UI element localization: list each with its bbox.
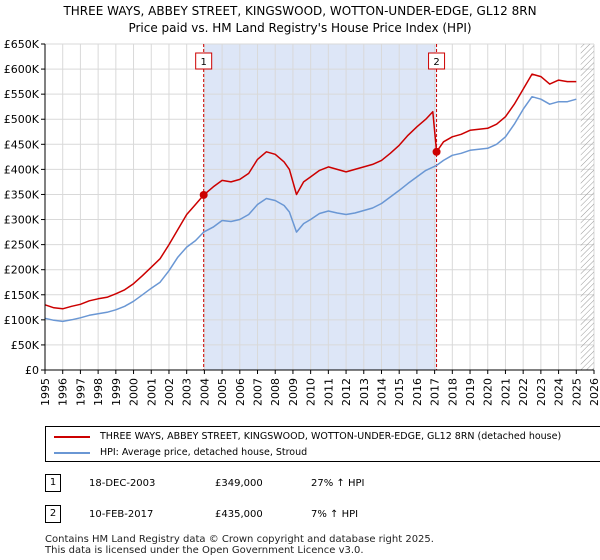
property-price-line (44, 73, 577, 310)
sale-marker-box (195, 52, 213, 70)
chart-subtitle: Price paid vs. HM Land Registry's House … (128, 21, 472, 35)
x-tick-label: 2011 (322, 378, 335, 406)
x-tick-label: 2005 (216, 378, 229, 406)
y-tick-label: £50K (11, 339, 40, 352)
sale-marker-label: 1 (200, 57, 206, 68)
y-tick-label: £250K (4, 239, 40, 252)
sale-point (199, 190, 208, 199)
shaded-period (203, 44, 437, 370)
transaction-badge: 1 (45, 474, 61, 492)
y-tick-label: £300K (4, 214, 40, 227)
x-tick-label: 1997 (74, 378, 87, 406)
x-tick-label: 1999 (110, 378, 123, 406)
x-tick-label: 2010 (305, 378, 318, 406)
legend-item-property: THREE WAYS, ABBEY STREET, KINGSWOOD, WOT… (54, 429, 561, 445)
x-tick-label: 2021 (499, 378, 512, 406)
y-tick-label: £0 (25, 364, 39, 377)
x-tick-label: 2022 (517, 378, 530, 406)
transaction-price: £435,000 (215, 509, 263, 520)
sale-marker-box (428, 52, 446, 70)
legend: THREE WAYS, ABBEY STREET, KINGSWOOD, WOT… (45, 426, 600, 462)
transaction-hpi: 27% ↑ HPI (311, 478, 365, 489)
footer-copyright: Contains HM Land Registry data © Crown c… (45, 534, 434, 545)
x-tick-label: 2018 (446, 378, 459, 406)
x-tick-label: 2013 (358, 378, 371, 406)
x-tick-label: 2008 (269, 378, 282, 406)
legend-item-hpi: HPI: Average price, detached house, Stro… (54, 445, 307, 461)
y-tick-label: £200K (4, 264, 40, 277)
y-tick-label: £600K (4, 63, 40, 76)
y-tick-label: £500K (4, 113, 40, 126)
x-tick-label: 1996 (57, 378, 70, 406)
y-tick-label: £400K (4, 163, 40, 176)
x-tick-label: 2020 (482, 378, 495, 406)
transaction-hpi: 7% ↑ HPI (311, 509, 359, 520)
legend-line-property (54, 436, 90, 438)
price-chart: 1 2 £0 £50K £100K £150K £200K £250K £300K £350K £… (4, 38, 600, 406)
y-tick-label: £100K (4, 314, 40, 327)
x-tick-label: 2004 (198, 378, 211, 406)
x-tick-label: 2001 (145, 378, 158, 406)
hpi-line (44, 95, 577, 323)
legend-label-property: THREE WAYS, ABBEY STREET, KINGSWOOD, WOT… (100, 431, 562, 442)
legend-line-hpi (54, 452, 90, 454)
hatched-region (580, 44, 594, 370)
y-tick-label: £450K (4, 138, 40, 151)
transaction-date: 18-DEC-2003 (89, 478, 156, 489)
x-tick-label: 2025 (570, 378, 583, 406)
x-tick-label: 2023 (535, 378, 548, 406)
x-tick-label: 2017 (429, 378, 442, 406)
chart-title: THREE WAYS, ABBEY STREET, KINGSWOOD, WOT… (63, 4, 537, 18)
x-tick-label: 2019 (464, 378, 477, 406)
sale-point (432, 147, 441, 156)
x-tick-label: 2026 (588, 378, 600, 406)
x-tick-label: 2014 (375, 378, 388, 406)
x-tick-label: 2003 (181, 378, 194, 406)
x-tick-label: 1998 (92, 378, 105, 406)
footer-license: This data is licensed under the Open Gov… (45, 545, 364, 556)
legend-label-hpi: HPI: Average price, detached house, Stro… (100, 447, 308, 458)
x-tick-label: 2016 (411, 378, 424, 406)
y-tick-label: £550K (4, 88, 40, 101)
x-tick-label: 2015 (393, 378, 406, 406)
x-tick-label: 2024 (553, 378, 566, 406)
x-tick-label: 2000 (128, 378, 141, 406)
y-tick-label: £350K (4, 188, 40, 201)
sale-marker-label: 2 (433, 57, 439, 68)
transaction-price: £349,000 (215, 478, 263, 489)
y-tick-label: £150K (4, 289, 40, 302)
x-tick-label: 2009 (287, 378, 300, 406)
y-tick-label: £650K (4, 38, 40, 51)
x-tick-label: 2007 (252, 378, 265, 406)
transaction-date: 10-FEB-2017 (89, 509, 154, 520)
transaction-badge: 2 (45, 505, 61, 523)
x-tick-label: 2012 (340, 378, 353, 406)
x-tick-label: 1995 (39, 378, 52, 406)
x-tick-label: 2006 (234, 378, 247, 406)
x-tick-label: 2002 (163, 378, 176, 406)
